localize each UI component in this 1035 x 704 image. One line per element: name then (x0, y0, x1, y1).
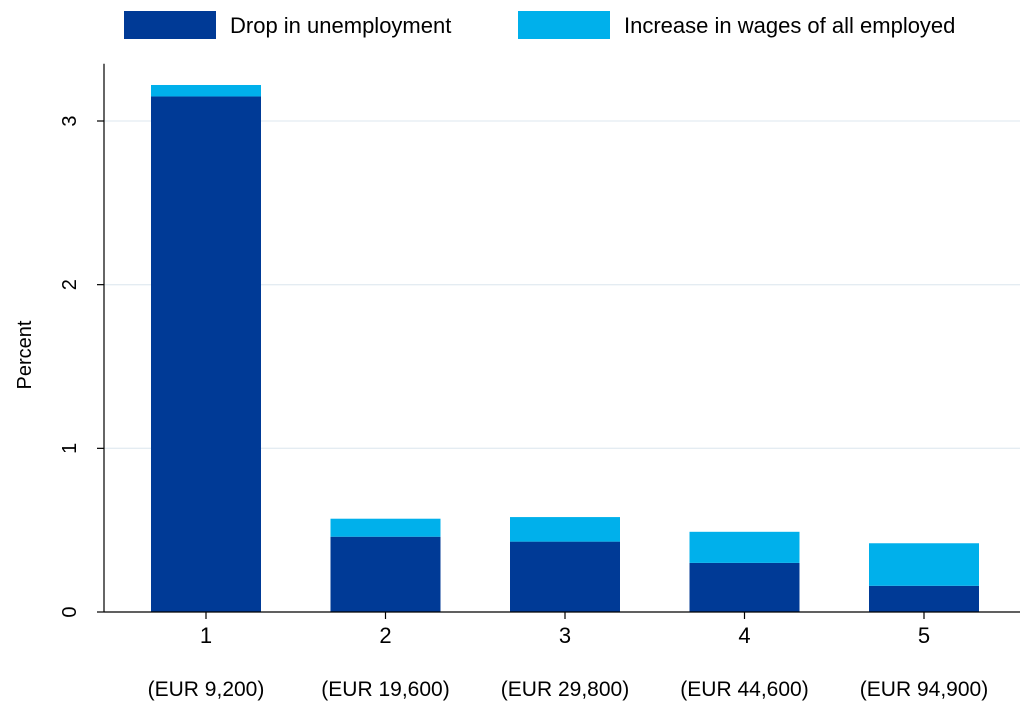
legend-swatch (124, 11, 216, 39)
y-tick-label: 0 (59, 606, 81, 617)
x-tick-sublabel: (EUR 94,900) (860, 678, 988, 701)
bar-wages-5 (869, 543, 979, 586)
y-tick-label: 3 (59, 115, 81, 126)
bar-unemployment-3 (510, 541, 620, 612)
legend: Drop in unemployment Increase in wages of… (124, 11, 955, 39)
x-tick-sublabel: (EUR 29,800) (501, 678, 629, 701)
legend-swatch (518, 11, 610, 39)
bar-unemployment-1 (151, 96, 261, 612)
legend-label: Increase in wages of all employed (624, 13, 955, 38)
axes (103, 63, 1020, 613)
bar-unemployment-4 (689, 562, 800, 612)
bar-wages-1 (151, 84, 261, 97)
bar-unemployment-2 (330, 536, 441, 612)
bar-wages-2 (330, 518, 441, 537)
bar-wages-4 (689, 531, 800, 563)
legend-label: Drop in unemployment (230, 13, 451, 38)
y-axis-label: Percent (14, 320, 36, 389)
x-tick-sublabel: (EUR 19,600) (321, 678, 449, 701)
y-tick-label: 2 (59, 279, 81, 290)
x-tick-label: 4 (738, 623, 750, 648)
x-tick-label: 3 (559, 623, 571, 648)
bars (151, 84, 979, 612)
x-tick-label: 1 (200, 623, 212, 648)
x-tick-sublabel: (EUR 44,600) (680, 678, 808, 701)
y-tick-label: 1 (59, 443, 81, 454)
bar-wages-3 (510, 517, 620, 542)
x-tick-label: 2 (379, 623, 391, 648)
x-ticks: 1 (EUR 9,200) 2 (EUR 19,600) 3 (EUR 29,800) 4 (… (148, 612, 988, 701)
x-tick-label: 5 (918, 623, 930, 648)
y-ticks: 0 1 2 3 (59, 115, 104, 618)
bar-unemployment-5 (869, 585, 979, 612)
x-tick-sublabel: (EUR 9,200) (148, 678, 265, 701)
